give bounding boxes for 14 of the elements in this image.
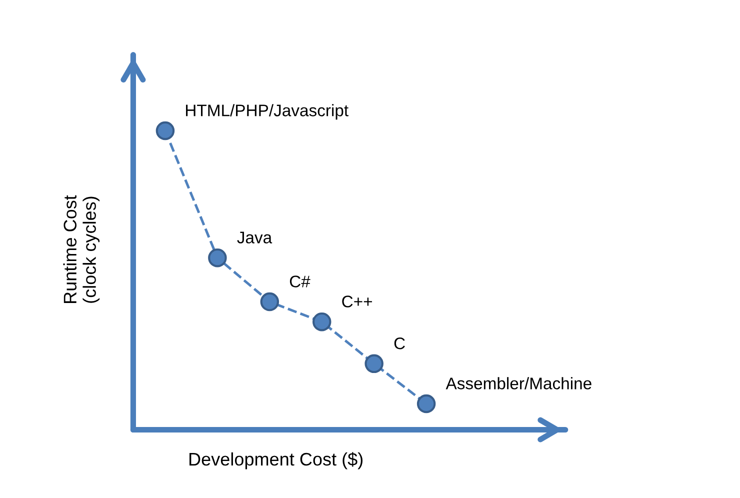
x-axis-title: Development Cost ($) [189,452,362,470]
annotation: C# [290,276,310,288]
text: HTML/PHP/Javascript [186,104,348,120]
point [312,312,332,332]
annotation: C++ [342,296,372,308]
annotation: C [394,337,405,350]
point [156,121,175,140]
point [260,292,280,312]
annotation: Java [237,232,272,244]
annotation: Assembler/Machine [446,377,592,390]
y-axis-title: Runtime Cost (clock cycles) [63,195,100,303]
point [364,354,384,374]
point [416,394,436,414]
point [208,248,227,268]
